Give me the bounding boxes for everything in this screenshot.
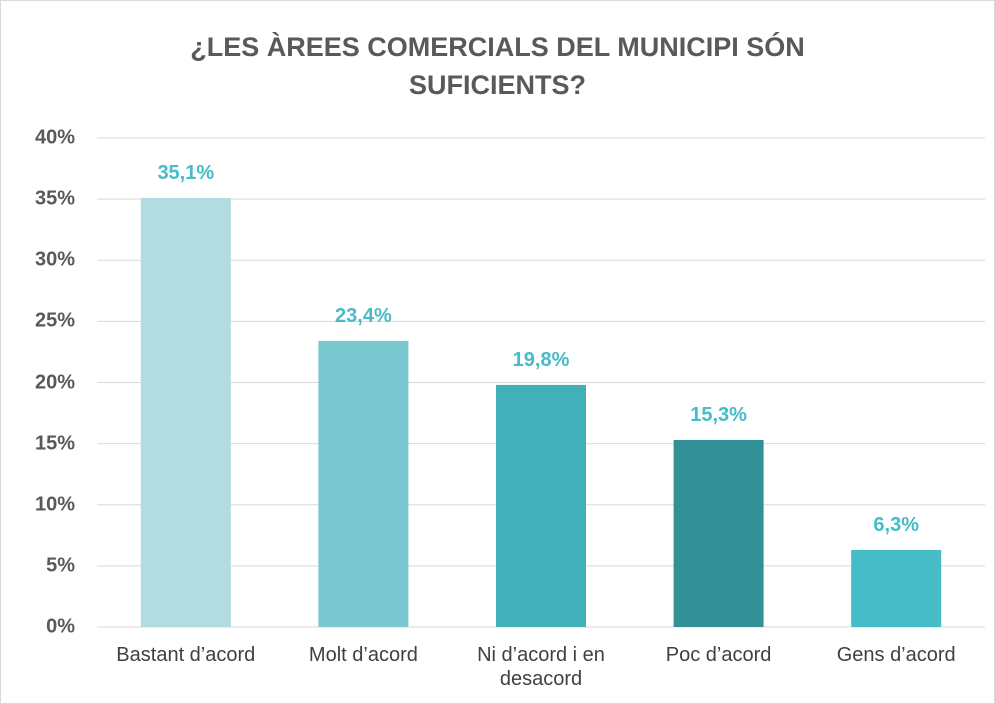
y-tick-label: 30% <box>34 248 75 271</box>
y-tick-label: 15% <box>34 432 75 455</box>
y-tick-label: 5% <box>46 554 75 577</box>
x-tick-label: Poc d’acord <box>665 644 772 666</box>
x-tick-label: Gens d’acord <box>836 644 956 666</box>
x-tick-label: Molt d’acord <box>308 644 418 666</box>
bar <box>318 340 409 627</box>
y-tick-label: 40% <box>34 126 75 149</box>
bar <box>673 439 764 627</box>
value-label: 23,4% <box>335 304 392 327</box>
bar <box>851 549 942 627</box>
bar <box>496 384 586 627</box>
chart-title: ¿LES ÀREES COMERCIALS DEL MUNICIPI SÓN S… <box>190 32 805 100</box>
x-tick-label: Ni d’acord i en desacord <box>477 644 605 690</box>
value-label: 15,3% <box>690 403 747 426</box>
y-tick-label: 0% <box>46 615 75 638</box>
value-label: 6,3% <box>873 513 919 536</box>
bar <box>140 197 231 627</box>
value-label: 35,1% <box>157 161 215 184</box>
y-tick-label: 10% <box>34 493 75 516</box>
y-tick-label: 20% <box>34 371 75 393</box>
x-tick-label: Bastant d’acord <box>116 644 256 666</box>
y-tick-label: 25% <box>34 309 75 332</box>
value-label: 19,8% <box>512 348 570 371</box>
y-tick-label: 35% <box>34 187 75 210</box>
